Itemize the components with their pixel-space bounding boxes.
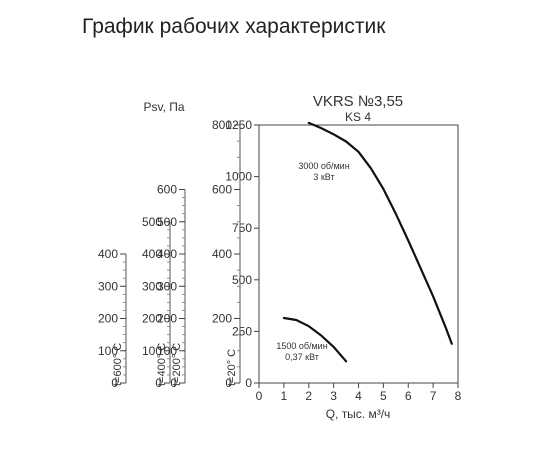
scale-0-tick-label-3: 600 <box>212 183 232 197</box>
scale-3-tick-label-2: 200 <box>98 312 118 326</box>
series-label-1-line-0: 1500 об/мин <box>276 341 327 351</box>
scale-3-tick-label-0: 0 <box>111 376 118 390</box>
scale-3-tick-label-1: 100 <box>98 344 118 358</box>
scale-1-label: t=200° C <box>171 343 183 386</box>
scale-3-label: t=600° C <box>112 343 124 386</box>
scale-2-tick-label-1: 100 <box>142 344 162 358</box>
x-tick-label-0: 0 <box>256 389 263 403</box>
scale-2-tick-label-5: 500 <box>142 215 162 229</box>
y-axis-label: Psv, Па <box>143 100 184 114</box>
y-tick-label-0: 0 <box>245 376 252 390</box>
y-tick-label-2: 500 <box>232 273 252 287</box>
y-tick-label-3: 750 <box>232 221 252 235</box>
series-label-0-line-1: 3 кВт <box>313 172 334 182</box>
scale-1-tick-label-6: 600 <box>157 183 177 197</box>
scale-0-tick-label-4: 800 <box>212 118 232 132</box>
x-axis-label: Q, тыс. м³/ч <box>326 407 391 421</box>
scale-2-label: t=400° C <box>156 343 168 386</box>
x-tick-label-8: 8 <box>455 389 462 403</box>
plot-layer: 0 1 2 3 4 5 6 7 80250500750100012500200400600800… <box>98 118 462 403</box>
x-tick-label-6: 6 <box>405 389 412 403</box>
scale-0-label: t=20° C <box>226 349 238 386</box>
series-line-1 <box>282 316 348 363</box>
scale-3-tick-label-3: 300 <box>98 279 118 293</box>
series-line-0 <box>307 121 453 345</box>
scale-0-tick-label-0: 0 <box>225 376 232 390</box>
scale-0-tick-label-2: 400 <box>212 247 232 261</box>
series-label-1-line-1: 0,37 кВт <box>285 352 319 362</box>
x-tick-label-3: 3 <box>330 389 337 403</box>
x-tick-label-2: 2 <box>305 389 312 403</box>
scale-2-tick-label-3: 300 <box>142 279 162 293</box>
scale-2-tick-label-2: 200 <box>142 312 162 326</box>
scale-1-tick-label-0: 0 <box>170 376 177 390</box>
chart-title: VKRS №3,55 <box>313 93 403 110</box>
chart-subtitle: KS 4 <box>345 110 371 124</box>
scale-2-tick-label-0: 0 <box>155 376 162 390</box>
y-tick-label-4: 1000 <box>225 170 252 184</box>
x-tick-label-7: 7 <box>430 389 437 403</box>
x-tick-label-5: 5 <box>380 389 387 403</box>
page-title: График рабочих характеристик <box>82 15 386 38</box>
scale-3-tick-label-4: 400 <box>98 247 118 261</box>
y-tick-label-1: 250 <box>232 324 252 338</box>
scale-0-tick-label-1: 200 <box>212 312 232 326</box>
x-tick-label-1: 1 <box>281 389 288 403</box>
x-tick-label-4: 4 <box>355 389 362 403</box>
scale-2-tick-label-4: 400 <box>142 247 162 261</box>
series-label-0-line-0: 3000 об/мин <box>298 161 349 171</box>
